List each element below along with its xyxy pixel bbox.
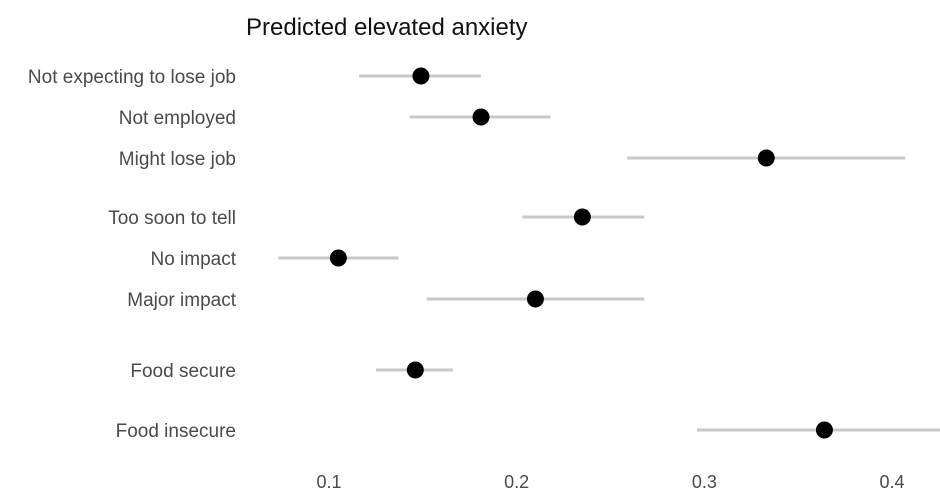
- data-point: [412, 67, 430, 85]
- category-label: Might lose job: [119, 149, 236, 170]
- category-label: Not expecting to lose job: [28, 67, 236, 88]
- data-point: [406, 361, 424, 379]
- data-point: [757, 149, 775, 167]
- category-label: Not employed: [119, 108, 236, 129]
- category-labels: Not expecting to lose job Not employed Mig…: [28, 67, 237, 442]
- data-point: [573, 208, 591, 226]
- category-label: Major impact: [127, 290, 236, 311]
- x-axis: 0.1 0.2 0.3 0.4: [316, 472, 904, 491]
- data-point: [472, 108, 490, 126]
- x-tick-label: 0.3: [692, 472, 717, 491]
- x-tick-label: 0.1: [316, 472, 341, 491]
- category-label: No impact: [150, 249, 236, 270]
- category-label: Food secure: [130, 361, 236, 382]
- category-label: Too soon to tell: [108, 208, 236, 229]
- data-point: [815, 421, 833, 439]
- data-point: [526, 290, 544, 308]
- data-point: [329, 249, 347, 267]
- x-tick-label: 0.2: [504, 472, 529, 491]
- chart-title: Predicted elevated anxiety: [246, 14, 528, 41]
- x-tick-label: 0.4: [879, 472, 904, 491]
- point-layer: [329, 67, 833, 439]
- interval-layer: [278, 74, 940, 432]
- category-label: Food insecure: [116, 421, 236, 442]
